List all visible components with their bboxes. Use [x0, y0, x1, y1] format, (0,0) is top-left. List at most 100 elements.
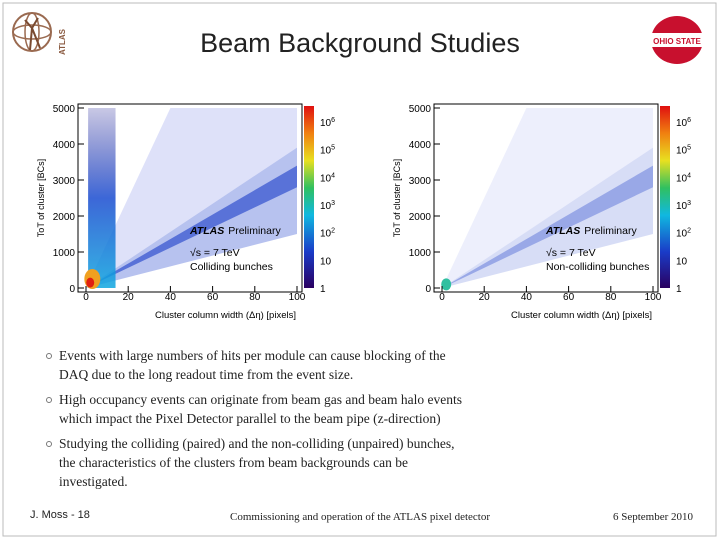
heatmap-peak	[86, 277, 95, 288]
x-axis-label: Cluster column width (Δη) [pixels]	[155, 310, 296, 321]
plot-frame	[433, 103, 659, 293]
annotation-bold: ATLAS	[189, 225, 224, 237]
colorbar-label-base: 10	[320, 201, 332, 212]
colorbar-label: 10	[320, 256, 332, 267]
colorbar-label-exp: 5	[331, 145, 335, 152]
x-tick-label: 100	[289, 292, 306, 303]
bullet-text: the characteristics of the clusters from…	[59, 455, 408, 470]
y-tick-label: 1000	[409, 248, 432, 259]
y-tick-label: 5000	[409, 104, 432, 115]
colorbar-label-exp: 6	[331, 117, 335, 124]
slide-title: Beam Background Studies	[200, 28, 520, 58]
x-tick-label: 40	[165, 292, 177, 303]
colorbar-label-exp: 2	[331, 228, 335, 235]
footer-talk: Commissioning and operation of the ATLAS…	[230, 511, 490, 523]
y-tick-label: 3000	[53, 176, 76, 187]
bullet-text: Events with large numbers of hits per mo…	[59, 348, 446, 363]
colorbar	[304, 106, 314, 288]
colorbar-label-base: 10	[676, 146, 688, 157]
heatmap-band	[442, 147, 653, 288]
colorbar	[660, 106, 670, 288]
colorbar-label: 104	[676, 172, 691, 184]
heatmap-band	[442, 108, 653, 288]
heatmap-band	[442, 165, 653, 288]
heatmap-band	[86, 108, 297, 288]
y-tick-label: 4000	[53, 140, 76, 151]
colorbar-label-base: 10	[676, 229, 688, 240]
y-tick-label: 4000	[409, 140, 432, 151]
ohio-state-logo: OHIO STATE	[651, 16, 703, 64]
histogram-plot: 1101021031041051060100020003000400050000…	[36, 103, 335, 321]
x-tick-label: 20	[123, 292, 135, 303]
annotation-text: Preliminary	[584, 225, 637, 237]
colorbar-label-base: 10	[676, 173, 688, 184]
x-tick-label: 0	[439, 292, 445, 303]
x-tick-label: 100	[645, 292, 662, 303]
colorbar-label-base: 10	[320, 229, 332, 240]
colorbar-label-base: 10	[676, 201, 688, 212]
annotation: Colliding bunches	[190, 261, 273, 273]
colorbar-label-exp: 4	[331, 172, 335, 179]
annotation: √s = 7 TeV	[190, 247, 240, 259]
annotation: Non-colliding bunches	[546, 261, 649, 273]
heatmap-peak	[441, 278, 452, 291]
colorbar-label: 103	[320, 200, 335, 212]
bullet-text: investigated.	[59, 474, 128, 489]
y-tick-label: 3000	[409, 176, 432, 187]
colorbar-label-base: 10	[676, 256, 688, 267]
colorbar-label: 10	[676, 256, 688, 267]
colorbar-label: 1	[676, 284, 682, 295]
colorbar-label-base: 10	[676, 118, 688, 129]
colorbar-label: 106	[676, 117, 691, 129]
bullet-text: DAQ due to the long readout time from th…	[59, 367, 353, 382]
y-axis-label: ToT of cluster [BCs]	[36, 159, 46, 237]
bullet-text: which impact the Pixel Detector parallel…	[59, 411, 441, 426]
x-tick-label: 20	[479, 292, 491, 303]
y-axis-label: ToT of cluster [BCs]	[392, 159, 402, 237]
x-tick-label: 80	[249, 292, 261, 303]
colorbar-label-exp: 6	[687, 117, 691, 124]
annotation: ATLAS Preliminary	[189, 225, 281, 237]
colorbar-label-exp: 3	[331, 200, 335, 207]
annotation: √s = 7 TeV	[546, 247, 596, 259]
colorbar-label: 102	[320, 228, 335, 240]
x-tick-label: 60	[207, 292, 219, 303]
logo-text: ATLAS	[58, 28, 67, 55]
bullet-text: High occupancy events can originate from…	[59, 392, 462, 407]
bullet-text: Studying the colliding (paired) and the …	[59, 436, 455, 451]
colorbar-label-base: 10	[320, 118, 332, 129]
colorbar-label-exp: 2	[687, 228, 691, 235]
colorbar-label: 105	[320, 145, 335, 157]
colorbar-label: 106	[320, 117, 335, 129]
heatmap-band	[86, 165, 297, 288]
y-tick-label: 1000	[53, 248, 76, 259]
annotation-bold: ATLAS	[545, 225, 580, 237]
colorbar-label-base: 10	[320, 173, 332, 184]
colorbar-label-base: 10	[320, 146, 332, 157]
x-tick-label: 0	[83, 292, 89, 303]
footer-author: J. Moss - 18	[30, 509, 90, 521]
annotation: ATLAS Preliminary	[545, 225, 637, 237]
y-tick-label: 0	[425, 284, 431, 295]
colorbar-label: 105	[676, 145, 691, 157]
heatmap-core	[88, 108, 116, 288]
atlas-logo: ATLAS	[12, 12, 67, 55]
x-axis-label: Cluster column width (Δη) [pixels]	[511, 310, 652, 321]
x-tick-label: 80	[605, 292, 617, 303]
y-tick-label: 2000	[53, 212, 76, 223]
colorbar-label-base: 1	[320, 284, 326, 295]
bullet-marker	[46, 441, 52, 447]
colorbar-label-base: 10	[320, 256, 332, 267]
bullet-marker	[46, 397, 52, 403]
x-tick-label: 40	[521, 292, 533, 303]
colorbar-label: 1	[320, 284, 326, 295]
colorbar-label-exp: 3	[687, 200, 691, 207]
y-tick-label: 2000	[409, 212, 432, 223]
histogram-plot: 1101021031041051060100020003000400050000…	[392, 103, 691, 321]
colorbar-label-exp: 5	[687, 145, 691, 152]
colorbar-label: 102	[676, 228, 691, 240]
colorbar-label-base: 1	[676, 284, 682, 295]
colorbar-label: 103	[676, 200, 691, 212]
